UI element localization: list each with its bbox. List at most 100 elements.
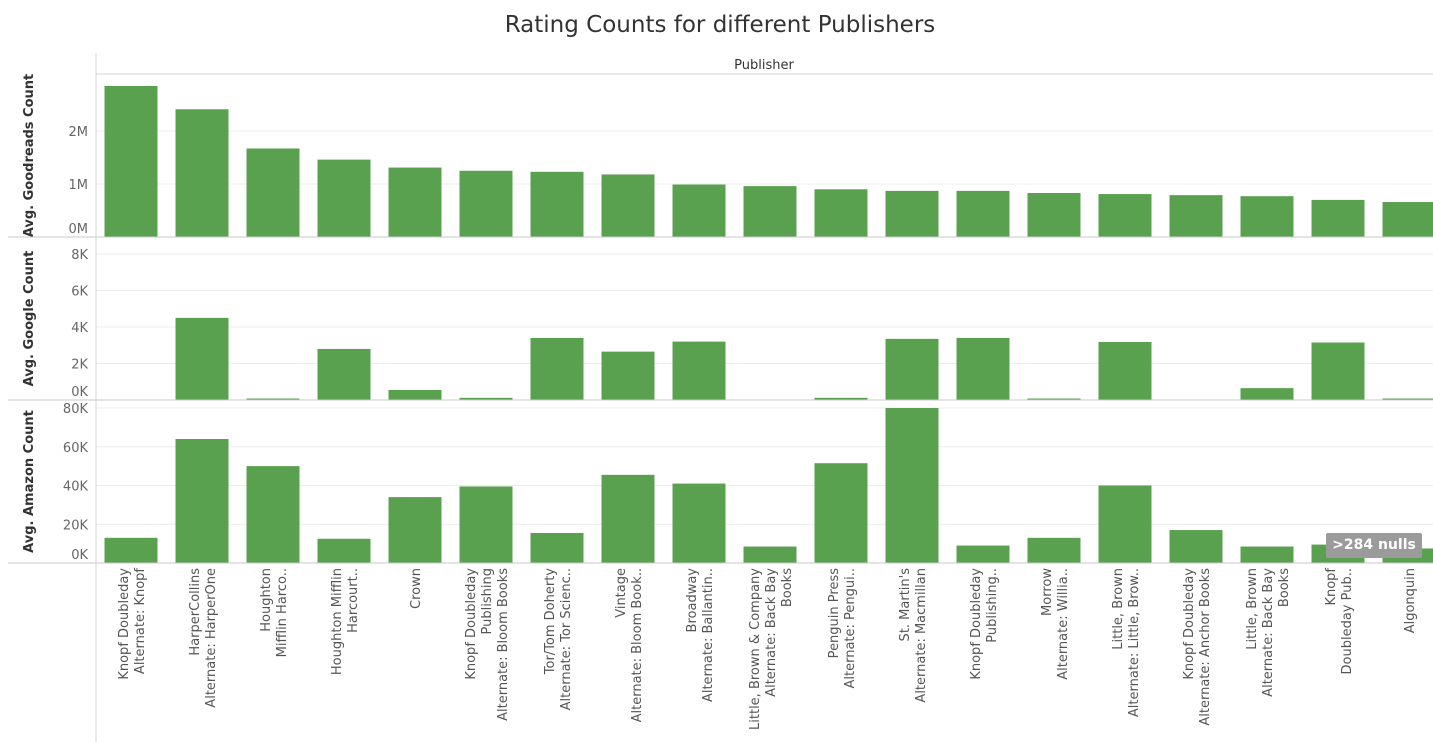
bar [530,337,584,400]
bar [885,408,939,563]
bar [1098,485,1152,563]
x-tick-label: Publishing [480,568,495,634]
x-tick-label: Knopf Doubleday [969,568,984,680]
bar [743,186,797,237]
x-tick-label: Algonquin [1403,568,1418,633]
x-tick-label: Houghton [259,568,274,632]
x-tick-label: Houghton Mifflin [330,568,345,675]
x-tick-label: Alternate: Tor Scienc.. [559,568,574,710]
bar [530,171,584,237]
x-tick-label: Alternate: Bloom Books [496,568,511,721]
x-tick-label: Morrow [1040,568,1055,616]
y-axis-label: Avg. Google Count [22,251,37,387]
bar [601,351,655,400]
chart-title: Rating Counts for different Publishers [504,12,936,38]
y-tick-label: 0K [71,548,88,563]
bar [1027,537,1081,563]
bar [1311,199,1365,237]
bar [1311,342,1365,400]
x-tick-label: Alternate: Anchor Books [1198,568,1213,726]
bar [743,546,797,563]
bar [1382,398,1433,400]
bar [1240,546,1294,563]
y-tick-label: 40K [63,480,89,495]
bar [246,466,300,563]
bar [1169,195,1223,237]
bar [672,184,726,237]
bar [814,463,868,563]
x-tick-label: Little, Brown [1111,568,1126,650]
y-tick-label: 0M [69,222,89,237]
bar [317,348,371,400]
bar [388,497,442,563]
y-tick-label: 0K [71,385,88,400]
x-tick-label: Alternate: Ballantin.. [701,568,716,702]
bar [388,389,442,400]
y-axis-label: Avg. Goodreads Count [22,74,37,237]
bar [175,317,229,400]
bar [1098,194,1152,237]
bar [885,338,939,400]
column-header: Publisher [734,58,794,73]
bar [1027,398,1081,400]
x-tick-label: Alternate: Macmillan [914,568,929,703]
bar [104,85,158,237]
x-tick-label: Tor/Tom Doherty [543,568,558,676]
y-axis-label: Avg. Amazon Count [22,410,37,553]
bar [672,341,726,400]
x-tick-label: Alternate: Pengui.. [843,568,858,689]
nulls-indicator[interactable]: >284 nulls [1326,533,1422,558]
bar [246,148,300,237]
y-tick-label: 2K [71,358,88,373]
x-tick-label: Penguin Press [827,568,842,659]
x-tick-label: Crown [409,568,424,609]
y-tick-label: 2M [69,125,89,140]
bar [1240,196,1294,237]
x-tick-label: Alternate: Knopf [133,568,148,674]
bar [956,337,1010,400]
x-tick-label: Knopf [1324,568,1339,606]
bar [175,109,229,237]
bar [317,159,371,237]
bar [459,397,513,400]
x-tick-label: Vintage [614,568,629,618]
bar [601,174,655,237]
y-tick-label: 20K [63,518,89,533]
y-tick-label: 6K [71,285,88,300]
x-tick-label: Mifflin Harco.. [275,568,290,657]
bar [175,439,229,563]
bar [459,170,513,237]
x-tick-label: Broadway [685,568,700,633]
y-tick-label: 80K [63,402,89,417]
x-tick-label: Knopf Doubleday [464,568,479,680]
bar [1240,388,1294,400]
y-tick-label: 8K [71,248,88,263]
x-tick-label: Doubleday Pub.. [1340,568,1355,674]
bar [601,474,655,563]
bar [246,398,300,400]
x-tick-label: Little, Brown & Company [748,568,763,730]
bar [1169,530,1223,563]
y-tick-label: 60K [63,441,89,456]
bar [885,190,939,237]
bar [1098,341,1152,400]
x-tick-label: Publishing.. [985,568,1000,643]
x-tick-label: Alternate: Back Bay [1261,568,1276,697]
bar [956,190,1010,237]
x-tick-label: Knopf Doubleday [117,568,132,680]
bar [104,537,158,563]
bar [814,397,868,400]
x-tick-label: Knopf Doubleday [1182,568,1197,680]
x-tick-label: Harcourt.. [346,568,361,633]
bar [814,189,868,237]
x-tick-label: Alternate: HarperOne [204,568,219,708]
x-tick-label: Alternate: Bloom Book.. [630,568,645,722]
y-tick-label: 4K [71,321,88,336]
x-tick-label: St. Martin's [898,568,913,642]
y-tick-label: 1M [69,178,89,193]
x-tick-label: Alternate: Willia.. [1056,568,1071,680]
bar [956,545,1010,563]
bar [317,538,371,563]
bar [459,486,513,563]
